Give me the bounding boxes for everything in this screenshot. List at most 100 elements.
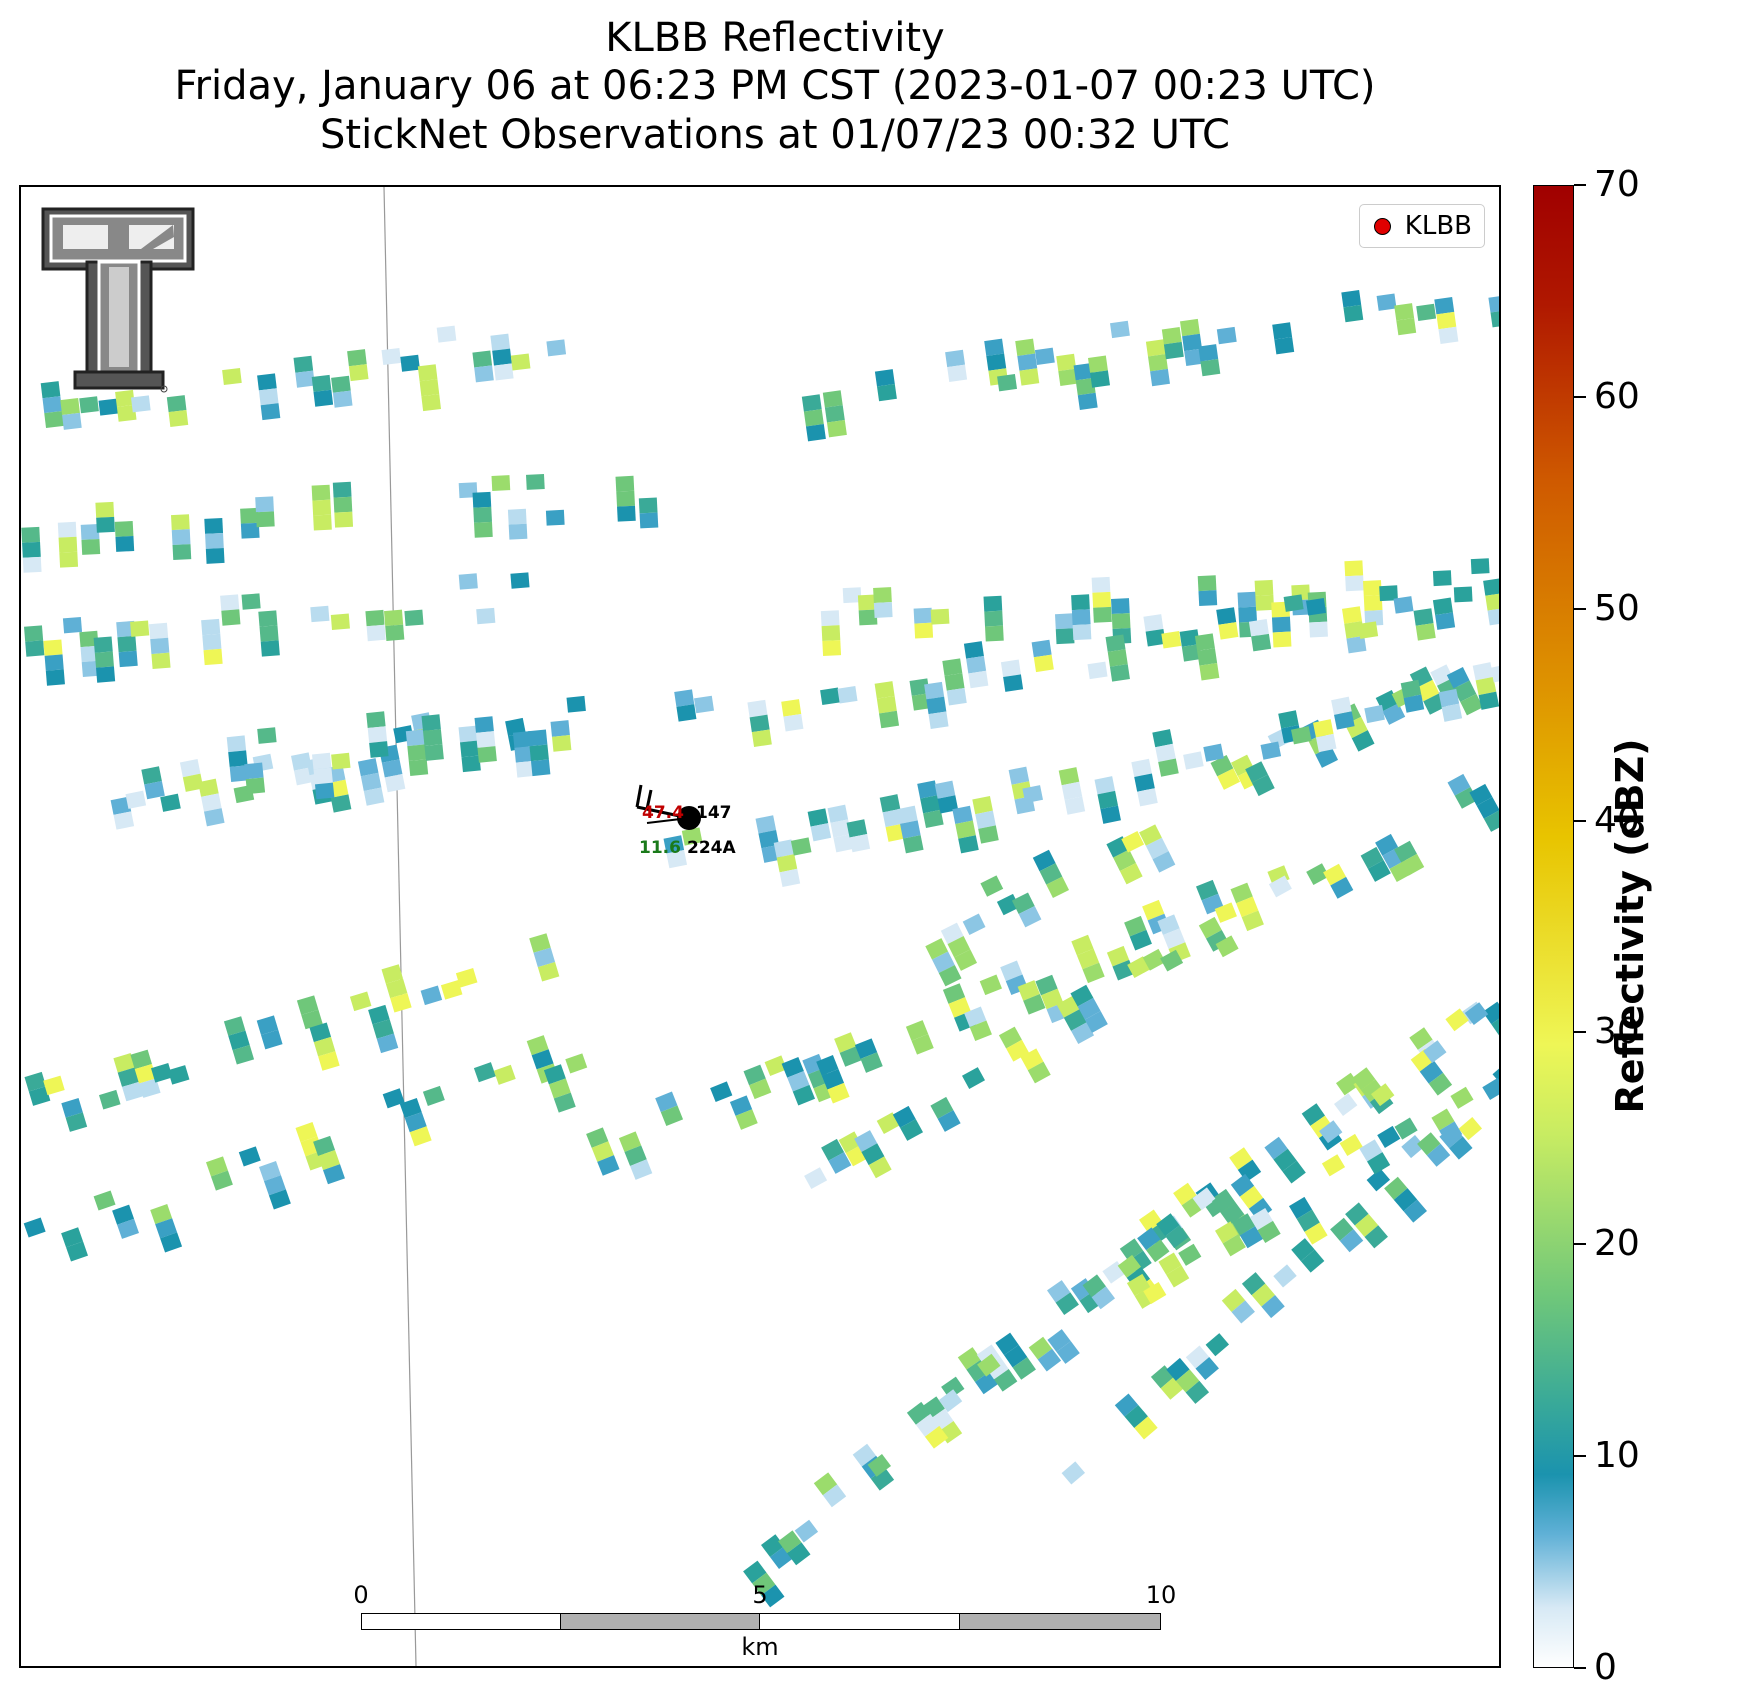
reflectivity-cell	[1087, 661, 1108, 680]
reflectivity-cell	[986, 353, 1007, 371]
reflectivity-cell	[660, 1105, 684, 1127]
reflectivity-cell	[926, 696, 947, 715]
reflectivity-cell	[1416, 679, 1440, 702]
reflectivity-cell	[531, 1049, 554, 1070]
reflectivity-cell	[1346, 635, 1367, 654]
reflectivity-cell	[586, 1127, 609, 1148]
reflectivity-cell	[937, 1110, 961, 1132]
reflectivity-cell	[946, 688, 967, 706]
reflectivity-cell	[1261, 1294, 1285, 1319]
reflectivity-cell	[313, 389, 334, 407]
reflectivity-cell	[1401, 853, 1425, 876]
reflectivity-cell	[1273, 1148, 1297, 1172]
reflectivity-cell	[333, 496, 353, 513]
reflectivity-cell	[1111, 613, 1131, 629]
reflectivity-cell	[421, 714, 441, 732]
reflectivity-cell	[1274, 337, 1295, 355]
legend-label: KLBB	[1404, 211, 1472, 241]
reflectivity-cell	[616, 490, 635, 507]
reflectivity-cell	[150, 637, 170, 655]
reflectivity-cell	[638, 497, 658, 514]
reflectivity-cell	[1272, 322, 1293, 340]
reflectivity-cell	[150, 1204, 173, 1225]
reflectivity-cell	[975, 1371, 999, 1395]
scale-segment	[361, 1613, 561, 1630]
reflectivity-cell	[1446, 667, 1470, 689]
reflectivity-cell	[1264, 1136, 1288, 1160]
reflectivity-cell	[1072, 624, 1092, 641]
reflectivity-cell	[879, 710, 900, 729]
reflectivity-cell	[171, 514, 190, 531]
map-legend: KLBB	[1358, 204, 1485, 248]
reflectivity-cell	[747, 699, 768, 718]
reflectivity-cell	[997, 373, 1018, 392]
reflectivity-cell	[591, 1141, 614, 1162]
reflectivity-cell	[1436, 311, 1457, 330]
colorbar-tick-label: 20	[1594, 1223, 1640, 1265]
reflectivity-cell	[244, 762, 264, 780]
reflectivity-cell	[240, 522, 260, 539]
reflectivity-cell	[942, 658, 963, 676]
reflectivity-cell	[1061, 1461, 1086, 1485]
reflectivity-cell	[1061, 781, 1083, 801]
reflectivity-cell	[1491, 1013, 1499, 1037]
reflectivity-cell	[779, 868, 801, 888]
reflectivity-cell	[405, 729, 426, 747]
reflectivity-cell	[938, 1389, 963, 1413]
reflectivity-cell	[1000, 960, 1023, 982]
reflectivity-cell	[824, 405, 845, 423]
reflectivity-cell	[23, 1217, 46, 1238]
reflectivity-cell	[1076, 948, 1100, 970]
scale-tick: 10	[1145, 1581, 1177, 1609]
reflectivity-cell	[1022, 785, 1043, 804]
reflectivity-cell	[1426, 1143, 1451, 1167]
reflectivity-cell	[1124, 1404, 1148, 1429]
reflectivity-cell	[968, 670, 989, 689]
reflectivity-cell	[924, 1425, 949, 1449]
reflectivity-cell	[526, 1035, 549, 1056]
reflectivity-cell	[1004, 1344, 1028, 1368]
reflectivity-cell	[1339, 1133, 1363, 1157]
reflectivity-cell	[979, 974, 1002, 996]
reflectivity-cell	[45, 669, 65, 686]
reflectivity-cell	[1071, 934, 1094, 956]
reflectivity-cell	[923, 809, 944, 829]
reflectivity-cell	[749, 1078, 772, 1100]
reflectivity-cell	[1409, 1027, 1433, 1050]
reflectivity-cell	[915, 1413, 940, 1437]
reflectivity-cell	[205, 547, 225, 564]
reflectivity-cell	[228, 750, 248, 768]
reflectivity-cell	[149, 622, 169, 640]
scale-segment	[560, 1613, 760, 1630]
reflectivity-cell	[473, 506, 492, 523]
reflectivity-cell	[530, 759, 551, 777]
reflectivity-cell	[43, 639, 63, 656]
reflectivity-cell	[331, 375, 351, 393]
reflectivity-cell	[263, 1175, 286, 1196]
reflectivity-cell	[311, 484, 331, 501]
reflectivity-cell	[1339, 1229, 1364, 1253]
reflectivity-cell	[751, 729, 772, 748]
scale-tick: 0	[353, 1581, 369, 1609]
reflectivity-cell	[858, 609, 878, 626]
reflectivity-cell	[1238, 606, 1257, 623]
reflectivity-cell	[348, 364, 369, 382]
station-wind-barb	[635, 784, 701, 830]
reflectivity-cell	[349, 991, 372, 1012]
colorbar-tick-label: 40	[1594, 799, 1640, 841]
reflectivity-cell	[803, 409, 824, 427]
reflectivity-cell	[1377, 1125, 1401, 1148]
reflectivity-cell	[505, 717, 526, 737]
reflectivity-cell	[1184, 348, 1205, 366]
reflectivity-cell	[228, 1030, 250, 1051]
reflectivity-cell	[1182, 333, 1203, 352]
reflectivity-cell	[917, 780, 938, 799]
reflectivity-cell	[1449, 1136, 1473, 1160]
reflectivity-cell	[258, 610, 278, 627]
reflectivity-cell	[674, 689, 695, 707]
reflectivity-cell	[258, 388, 279, 406]
reflectivity-cell	[1055, 628, 1075, 645]
reflectivity-cell	[1212, 1190, 1236, 1214]
reflectivity-cell	[22, 556, 42, 573]
reflectivity-cell	[849, 833, 871, 853]
